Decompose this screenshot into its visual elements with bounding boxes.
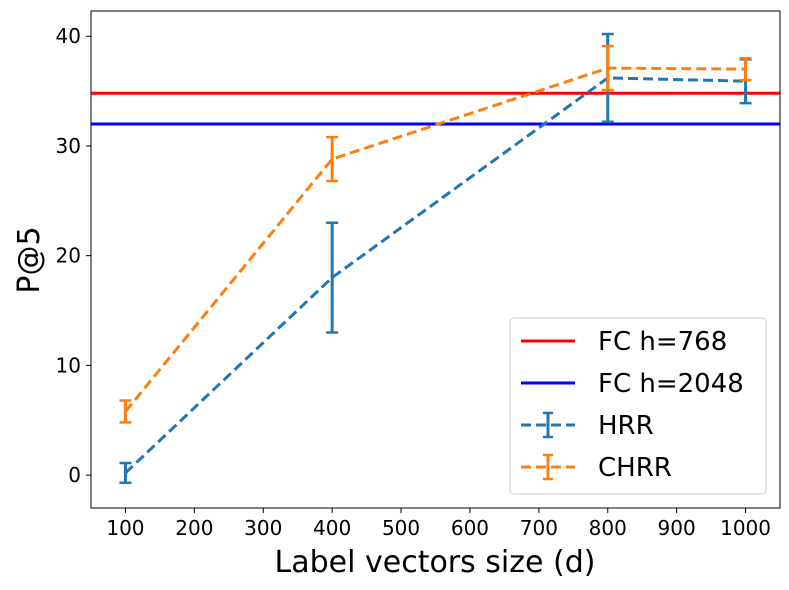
legend-item-hrr: HRR	[521, 411, 654, 441]
legend-entries: FC h=768 FC h=2048 HRR CHRR	[521, 327, 744, 483]
x-tick-label: 100	[106, 516, 144, 540]
y-axis-label: P@5	[12, 226, 47, 293]
errorbar-hrr-100	[119, 461, 132, 485]
legend-label: FC h=2048	[598, 369, 744, 399]
legend-label: HRR	[598, 411, 654, 441]
legend-box	[509, 317, 767, 495]
legend-label: CHRR	[598, 453, 672, 483]
x-tick-label: 900	[658, 516, 696, 540]
errorbar-chrr-400	[326, 135, 339, 183]
y-tick-label: 20	[56, 244, 81, 268]
series-chrr	[119, 44, 752, 424]
errorbar-chrr-100	[119, 399, 132, 424]
x-tick-label: 600	[451, 516, 489, 540]
y-tick-label: 30	[56, 134, 81, 158]
x-tick-label: 300	[244, 516, 282, 540]
y-axis: 0 10 20 30 40	[56, 24, 91, 487]
line-chrr	[124, 66, 746, 413]
plot-frame	[90, 10, 781, 509]
x-tick-label: 500	[382, 516, 420, 540]
legend-label: FC h=768	[598, 327, 727, 357]
x-tick-label: 400	[313, 516, 351, 540]
x-axis: 100 200 300 400 500 600 700 800 900 1000	[106, 508, 771, 540]
legend-item-chrr: CHRR	[521, 453, 672, 483]
y-tick-label: 10	[56, 353, 81, 377]
errorbar-chrr-1000	[739, 56, 752, 82]
errorbar-chrr-800	[601, 44, 614, 92]
x-tick-label: 800	[589, 516, 627, 540]
legend-item-fc-h-2048: FC h=2048	[521, 369, 744, 399]
legend: FC h=768 FC h=2048 HRR CHRR	[509, 317, 767, 495]
x-axis-label: Label vectors size (d)	[275, 545, 596, 580]
y-tick-label: 0	[68, 463, 81, 487]
x-tick-label: 1000	[720, 516, 771, 540]
line-hrr	[124, 76, 746, 474]
x-tick-label: 700	[520, 516, 558, 540]
series-layer	[119, 32, 752, 485]
y-tick-label: 40	[56, 24, 81, 48]
legend-item-fc-h-768: FC h=768	[521, 327, 727, 357]
x-tick-label: 200	[175, 516, 213, 540]
errorbar-hrr-400	[326, 221, 339, 334]
